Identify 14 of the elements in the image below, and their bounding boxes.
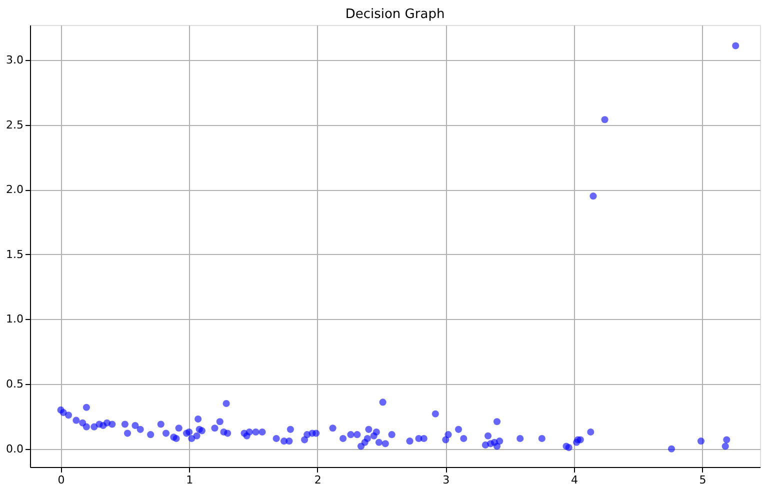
x-tick-label: 4 [570,474,578,486]
y-tick-label: 1.5 [6,248,24,261]
y-tick-label: 0.5 [6,378,24,391]
x-tick-label: 1 [186,474,194,486]
x-tick-label: 2 [314,474,322,486]
y-tick-label: 3.0 [6,53,24,66]
y-tick-label: 2.0 [6,183,24,196]
y-tick-label: 0.0 [6,442,24,456]
y-tick-label: 2.5 [6,118,24,132]
y-tick-label: 1.0 [6,312,24,326]
x-tick-label: 3 [442,474,450,486]
chart-title: Decision Graph [345,7,445,22]
x-tick-label: 0 [58,474,65,486]
x-tick-label: 5 [699,474,706,486]
